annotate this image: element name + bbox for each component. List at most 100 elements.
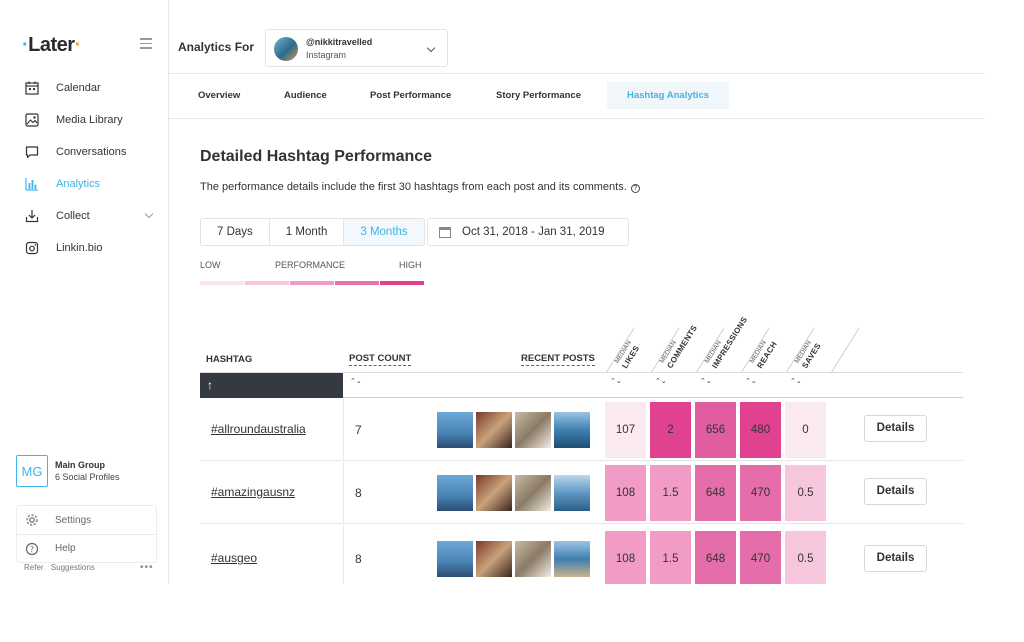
recent-post-thumbnail[interactable] bbox=[554, 412, 590, 448]
sort-impressions-icon[interactable]: ⌃⌄ bbox=[700, 378, 712, 385]
legend-low: LOW bbox=[200, 260, 221, 270]
sidebar-item-conversations[interactable]: Conversations bbox=[0, 136, 168, 168]
analytics-for-label: Analytics For bbox=[178, 40, 255, 54]
metric-reach: 470 bbox=[740, 465, 781, 521]
sidebar-item-calendar[interactable]: Calendar bbox=[0, 72, 168, 104]
settings-link[interactable]: Settings bbox=[17, 506, 156, 534]
recent-post-thumbnail[interactable] bbox=[515, 412, 551, 448]
sidebar-item-label: Analytics bbox=[56, 178, 101, 190]
hashtag-link[interactable]: #amazingausnz bbox=[211, 485, 296, 499]
legend-performance: PERFORMANCE bbox=[275, 260, 346, 270]
legend-bar-2 bbox=[245, 281, 289, 285]
metric-reach: 480 bbox=[740, 402, 781, 458]
sidebar-nav: Calendar Media Library Conversations Ana… bbox=[0, 72, 168, 264]
date-range-picker[interactable]: Oct 31, 2018 - Jan 31, 2019 bbox=[427, 218, 629, 246]
recent-post-thumbnail[interactable] bbox=[476, 475, 512, 511]
help-icon[interactable]: ? bbox=[630, 184, 640, 193]
details-button[interactable]: Details bbox=[864, 478, 927, 505]
sidebar-item-label: Linkin.bio bbox=[56, 242, 103, 254]
legend-bar-1 bbox=[200, 281, 244, 285]
recent-post-thumbnail[interactable] bbox=[437, 475, 473, 511]
col-header-impressions[interactable]: MEDIAN IMPRESSIONS bbox=[703, 315, 750, 370]
legend-high: HIGH bbox=[399, 260, 422, 270]
chat-icon bbox=[24, 144, 40, 160]
sort-post-count-icon[interactable]: ⌃⌄ bbox=[350, 378, 362, 385]
account-avatar bbox=[274, 37, 298, 61]
sidebar-item-label: Media Library bbox=[56, 114, 123, 126]
suggestions-link[interactable]: Suggestions bbox=[50, 563, 95, 572]
legend-bar-3 bbox=[290, 281, 334, 285]
details-button[interactable]: Details bbox=[864, 545, 927, 572]
calendar-icon bbox=[24, 80, 40, 96]
recent-post-thumbnail[interactable] bbox=[476, 412, 512, 448]
recent-post-thumbnail[interactable] bbox=[437, 541, 473, 577]
table-row: #allroundaustralia 7 107 2 656 480 0 Det… bbox=[200, 399, 963, 461]
col-header-comments[interactable]: MEDIAN COMMENTS bbox=[658, 323, 700, 370]
chevron-down-icon bbox=[426, 43, 436, 53]
recent-post-thumbnail[interactable] bbox=[554, 541, 590, 577]
sort-saves-icon[interactable]: ⌃⌄ bbox=[790, 378, 802, 385]
group-name: Main Group bbox=[55, 460, 105, 470]
hamburger-menu-icon[interactable] bbox=[140, 38, 152, 49]
help-label: Help bbox=[55, 543, 76, 554]
hashtag-link[interactable]: #ausgeo bbox=[211, 551, 258, 565]
later-logo[interactable]: ·Later· bbox=[22, 34, 81, 56]
recent-post-thumbnail[interactable] bbox=[476, 541, 512, 577]
sort-likes-icon[interactable]: ⌃⌄ bbox=[610, 378, 622, 385]
image-icon bbox=[24, 112, 40, 128]
metric-comments: 2 bbox=[650, 402, 691, 458]
recent-post-thumbnail[interactable] bbox=[554, 475, 590, 511]
download-icon bbox=[24, 208, 40, 224]
account-selector[interactable]: @nikkitravelled Instagram bbox=[265, 29, 448, 67]
table-row: #ausgeo 8 108 1.5 648 470 0.5 Details bbox=[200, 525, 963, 584]
tab-hashtag-analytics[interactable]: Hashtag Analytics bbox=[607, 82, 730, 109]
tab-audience[interactable]: Audience bbox=[284, 90, 327, 101]
chevron-down-icon[interactable] bbox=[144, 209, 154, 219]
metric-impressions: 648 bbox=[695, 531, 736, 584]
metric-reach: 470 bbox=[740, 531, 781, 584]
account-network: Instagram bbox=[306, 50, 347, 60]
legend-bar-4 bbox=[335, 281, 379, 285]
metric-saves: 0 bbox=[785, 402, 826, 458]
recent-post-thumbnail[interactable] bbox=[515, 541, 551, 577]
tab-overview[interactable]: Overview bbox=[198, 90, 241, 101]
hashtag-sort-active[interactable]: ↑ bbox=[200, 373, 343, 398]
sidebar-item-collect[interactable]: Collect bbox=[0, 200, 168, 232]
refer-link[interactable]: Refer bbox=[24, 563, 44, 572]
col-header-reach[interactable]: MEDIAN REACH bbox=[748, 339, 779, 370]
metric-comments: 1.5 bbox=[650, 465, 691, 521]
group-selector[interactable]: MG Main Group 6 Social Profiles bbox=[16, 455, 120, 487]
recent-post-thumbnail[interactable] bbox=[515, 475, 551, 511]
sort-comments-icon[interactable]: ⌃⌄ bbox=[655, 378, 667, 385]
sort-reach-icon[interactable]: ⌃⌄ bbox=[745, 378, 757, 385]
col-header-saves[interactable]: MEDIAN SAVES bbox=[793, 339, 823, 370]
group-avatar: MG bbox=[16, 455, 48, 487]
col-header-hashtag[interactable]: HASHTAG bbox=[206, 354, 253, 365]
sidebar-item-label: Conversations bbox=[56, 146, 127, 158]
sidebar-item-label: Calendar bbox=[56, 82, 101, 94]
settings-help-box: Settings ? Help bbox=[16, 505, 157, 563]
col-header-recent-posts[interactable]: RECENT POSTS bbox=[521, 353, 595, 366]
tab-story-performance[interactable]: Story Performance bbox=[496, 90, 582, 101]
col-header-post-count[interactable]: POST COUNT bbox=[349, 353, 412, 366]
col-header-likes[interactable]: MEDIAN LIKES bbox=[613, 339, 642, 370]
sidebar-item-media-library[interactable]: Media Library bbox=[0, 104, 168, 136]
tab-post-performance[interactable]: Post Performance bbox=[370, 90, 452, 101]
range-1-month-button[interactable]: 1 Month bbox=[269, 219, 345, 245]
details-button[interactable]: Details bbox=[864, 415, 927, 442]
recent-post-thumbnail[interactable] bbox=[437, 412, 473, 448]
app-window: ·Later· Calendar Media Library Convers bbox=[0, 0, 985, 584]
metric-impressions: 648 bbox=[695, 465, 736, 521]
sidebar-item-linkinbio[interactable]: Linkin.bio bbox=[0, 232, 168, 264]
more-dots-icon[interactable]: ••• bbox=[140, 562, 154, 573]
range-7-days-button[interactable]: 7 Days bbox=[201, 219, 270, 245]
hashtag-link[interactable]: #allroundaustralia bbox=[211, 422, 306, 436]
sort-row: ↑ ⌃⌄ ⌃⌄ ⌃⌄ ⌃⌄ ⌃⌄ ⌃⌄ bbox=[200, 372, 963, 398]
table-row: #amazingausnz 8 108 1.5 648 470 0.5 Deta… bbox=[200, 462, 963, 524]
sidebar: ·Later· Calendar Media Library Convers bbox=[0, 0, 169, 584]
analytics-tabs: Overview Audience Post Performance Story… bbox=[169, 75, 985, 119]
sidebar-item-analytics[interactable]: Analytics bbox=[0, 168, 168, 200]
range-3-months-button[interactable]: 3 Months bbox=[344, 219, 424, 245]
help-link[interactable]: ? Help bbox=[17, 534, 156, 562]
metric-impressions: 656 bbox=[695, 402, 736, 458]
